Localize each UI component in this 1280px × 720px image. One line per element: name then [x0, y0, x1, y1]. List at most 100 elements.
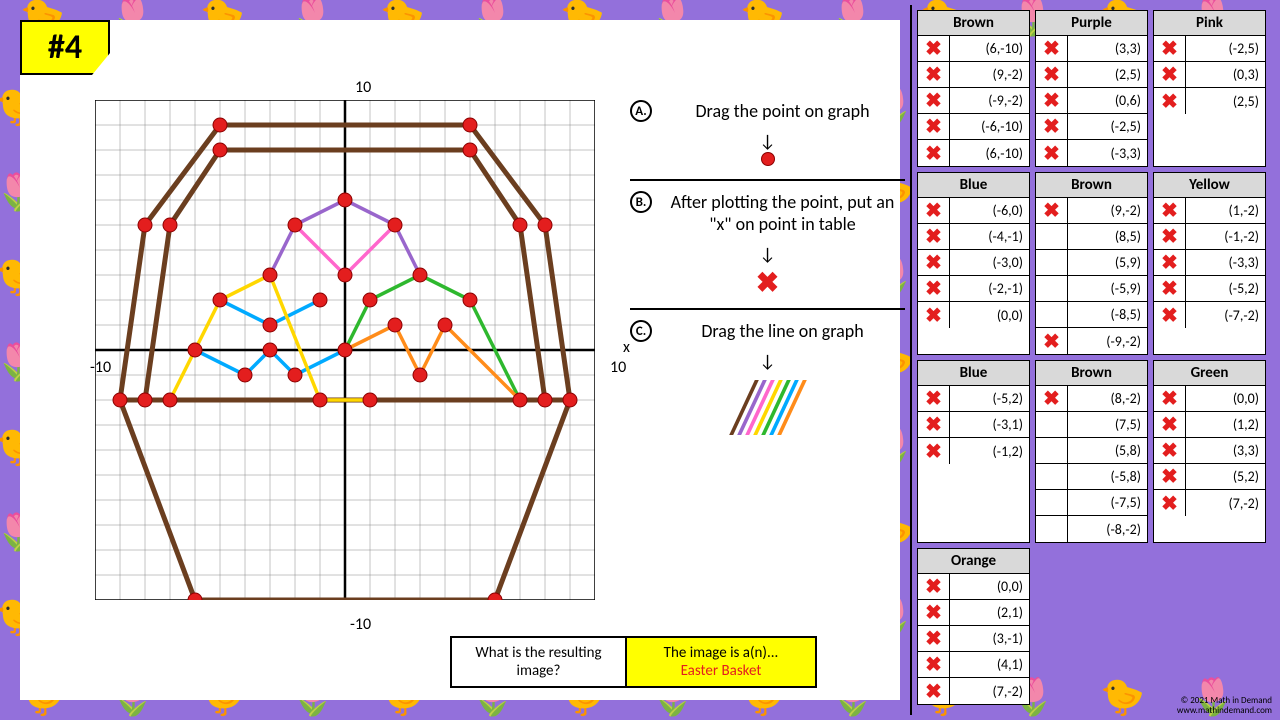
table-row[interactable]: (-9,-2) — [918, 88, 1029, 114]
table-row[interactable]: (2,5) — [1036, 62, 1147, 88]
mark-cell[interactable] — [1036, 224, 1068, 249]
table-row[interactable]: (-5,8) — [1036, 464, 1147, 490]
mark-cell[interactable] — [1036, 490, 1068, 515]
table-row[interactable]: (-1,2) — [918, 438, 1029, 464]
mark-cell[interactable] — [918, 88, 950, 113]
table-row[interactable]: (0,0) — [918, 302, 1029, 328]
table-row[interactable]: (0,3) — [1154, 62, 1265, 88]
table-row[interactable]: (-8,5) — [1036, 302, 1147, 328]
mark-cell[interactable] — [1036, 412, 1068, 437]
mark-cell[interactable] — [1154, 302, 1186, 328]
table-row[interactable]: (5,9) — [1036, 250, 1147, 276]
table-row[interactable]: (-3,0) — [918, 250, 1029, 276]
mark-cell[interactable] — [918, 198, 950, 223]
mark-cell[interactable] — [918, 302, 950, 328]
mark-cell[interactable] — [1154, 88, 1186, 114]
mark-cell[interactable] — [1036, 198, 1068, 223]
mark-cell[interactable] — [1036, 62, 1068, 87]
table-row[interactable]: (2,1) — [918, 600, 1029, 626]
table-row[interactable]: (8,5) — [1036, 224, 1147, 250]
mark-cell[interactable] — [1036, 516, 1068, 542]
table-row[interactable]: (-5,2) — [918, 386, 1029, 412]
point-icon[interactable] — [761, 152, 775, 166]
table-row[interactable]: (-1,-2) — [1154, 224, 1265, 250]
mark-cell[interactable] — [918, 276, 950, 301]
mark-cell[interactable] — [1036, 302, 1068, 327]
table-row[interactable]: (-5,9) — [1036, 276, 1147, 302]
table-row[interactable]: (-7,5) — [1036, 490, 1147, 516]
mark-cell[interactable] — [918, 678, 950, 704]
table-row[interactable]: (-3,3) — [1036, 140, 1147, 166]
mark-cell[interactable] — [918, 438, 950, 464]
mark-cell[interactable] — [1154, 412, 1186, 437]
mark-cell[interactable] — [918, 62, 950, 87]
table-row[interactable]: (5,8) — [1036, 438, 1147, 464]
mark-cell[interactable] — [918, 386, 950, 411]
mark-cell[interactable] — [1154, 464, 1186, 489]
table-row[interactable]: (-5,2) — [1154, 276, 1265, 302]
table-row[interactable]: (0,0) — [918, 574, 1029, 600]
mark-cell[interactable] — [918, 600, 950, 625]
table-row[interactable]: (-2,-1) — [918, 276, 1029, 302]
table-row[interactable]: (6,-10) — [918, 140, 1029, 166]
table-row[interactable]: (0,6) — [1036, 88, 1147, 114]
mark-cell[interactable] — [1154, 36, 1186, 61]
mark-cell[interactable] — [1154, 438, 1186, 463]
mark-cell[interactable] — [1036, 464, 1068, 489]
table-row[interactable]: (8,-2) — [1036, 386, 1147, 412]
table-row[interactable]: (-3,1) — [918, 412, 1029, 438]
mark-cell[interactable] — [918, 626, 950, 651]
x-mark-icon[interactable]: ✖ — [756, 265, 779, 300]
line-samples[interactable] — [630, 380, 905, 435]
table-row[interactable]: (9,-2) — [918, 62, 1029, 88]
mark-cell[interactable] — [1154, 250, 1186, 275]
table-row[interactable]: (-4,-1) — [918, 224, 1029, 250]
mark-cell[interactable] — [918, 140, 950, 166]
table-row[interactable]: (7,-2) — [1154, 490, 1265, 516]
mark-cell[interactable] — [1154, 224, 1186, 249]
graph-svg[interactable] — [95, 100, 595, 600]
table-row[interactable]: (4,1) — [918, 652, 1029, 678]
table-row[interactable]: (7,5) — [1036, 412, 1147, 438]
mark-cell[interactable] — [918, 114, 950, 139]
table-row[interactable]: (9,-2) — [1036, 198, 1147, 224]
table-row[interactable]: (3,3) — [1036, 36, 1147, 62]
table-row[interactable]: (-7,-2) — [1154, 302, 1265, 328]
mark-cell[interactable] — [1154, 490, 1186, 516]
table-row[interactable]: (-9,-2) — [1036, 328, 1147, 354]
table-row[interactable]: (1,-2) — [1154, 198, 1265, 224]
table-row[interactable]: (-8,-2) — [1036, 516, 1147, 542]
mark-cell[interactable] — [1154, 198, 1186, 223]
mark-cell[interactable] — [1036, 386, 1068, 411]
table-row[interactable]: (0,0) — [1154, 386, 1265, 412]
mark-cell[interactable] — [918, 250, 950, 275]
table-row[interactable]: (6,-10) — [918, 36, 1029, 62]
mark-cell[interactable] — [1154, 386, 1186, 411]
mark-cell[interactable] — [1154, 62, 1186, 87]
table-row[interactable]: (7,-2) — [918, 678, 1029, 704]
mark-cell[interactable] — [1036, 276, 1068, 301]
mark-cell[interactable] — [918, 224, 950, 249]
table-row[interactable]: (2,5) — [1154, 88, 1265, 114]
table-row[interactable]: (-2,5) — [1036, 114, 1147, 140]
mark-cell[interactable] — [1036, 36, 1068, 61]
mark-cell[interactable] — [1036, 114, 1068, 139]
mark-cell[interactable] — [1036, 438, 1068, 463]
mark-cell[interactable] — [918, 652, 950, 677]
table-row[interactable]: (5,2) — [1154, 464, 1265, 490]
mark-cell[interactable] — [1036, 328, 1068, 354]
mark-cell[interactable] — [1036, 250, 1068, 275]
table-row[interactable]: (-6,0) — [918, 198, 1029, 224]
table-row[interactable]: (1,2) — [1154, 412, 1265, 438]
mark-cell[interactable] — [918, 36, 950, 61]
mark-cell[interactable] — [1154, 276, 1186, 301]
mark-cell[interactable] — [1036, 88, 1068, 113]
table-row[interactable]: (-6,-10) — [918, 114, 1029, 140]
coordinate-graph[interactable]: 10 -10 -10 10 x — [95, 60, 605, 610]
table-row[interactable]: (-3,3) — [1154, 250, 1265, 276]
table-row[interactable]: (3,-1) — [918, 626, 1029, 652]
table-row[interactable]: (-2,5) — [1154, 36, 1265, 62]
mark-cell[interactable] — [918, 574, 950, 599]
mark-cell[interactable] — [1036, 140, 1068, 166]
table-row[interactable]: (3,3) — [1154, 438, 1265, 464]
